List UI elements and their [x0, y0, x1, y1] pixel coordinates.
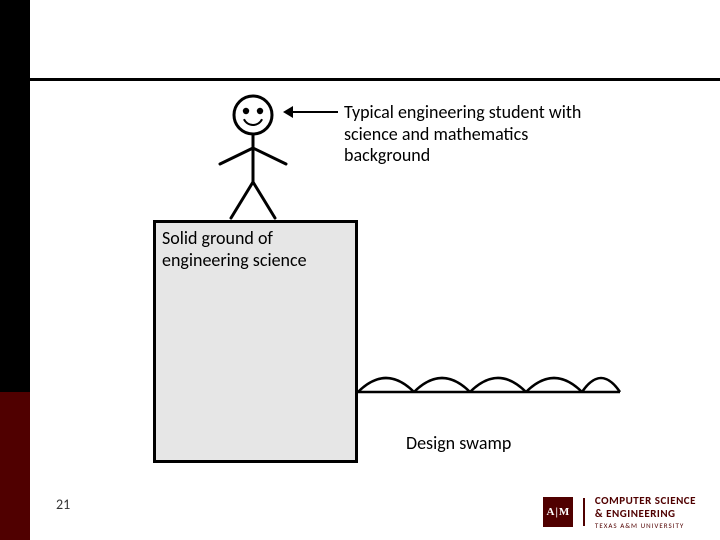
logo-block-text: A|M	[547, 506, 571, 518]
diagram-svg	[0, 0, 720, 540]
slide: Solid ground of engineering science Typi…	[0, 0, 720, 540]
swamp-label: Design swamp	[406, 432, 511, 454]
logo-divider	[583, 498, 585, 526]
water-waves	[358, 378, 620, 392]
logo-block: A|M	[543, 497, 573, 527]
ground-label: Solid ground of engineering science	[162, 228, 347, 271]
logo-text: COMPUTER SCIENCE & ENGINEERING TEXAS A&M…	[595, 494, 696, 530]
annotation-text: Typical engineering student with science…	[344, 102, 609, 167]
page-number: 21	[56, 496, 70, 513]
logo-line-2: & ENGINEERING	[595, 507, 696, 520]
dept-logo: A|M COMPUTER SCIENCE & ENGINEERING TEXAS…	[543, 494, 696, 530]
logo-line-3: TEXAS A&M UNIVERSITY	[595, 521, 696, 530]
logo-line-1: COMPUTER SCIENCE	[595, 494, 696, 507]
stick-figure	[220, 96, 286, 218]
annotation-arrow	[283, 106, 338, 118]
